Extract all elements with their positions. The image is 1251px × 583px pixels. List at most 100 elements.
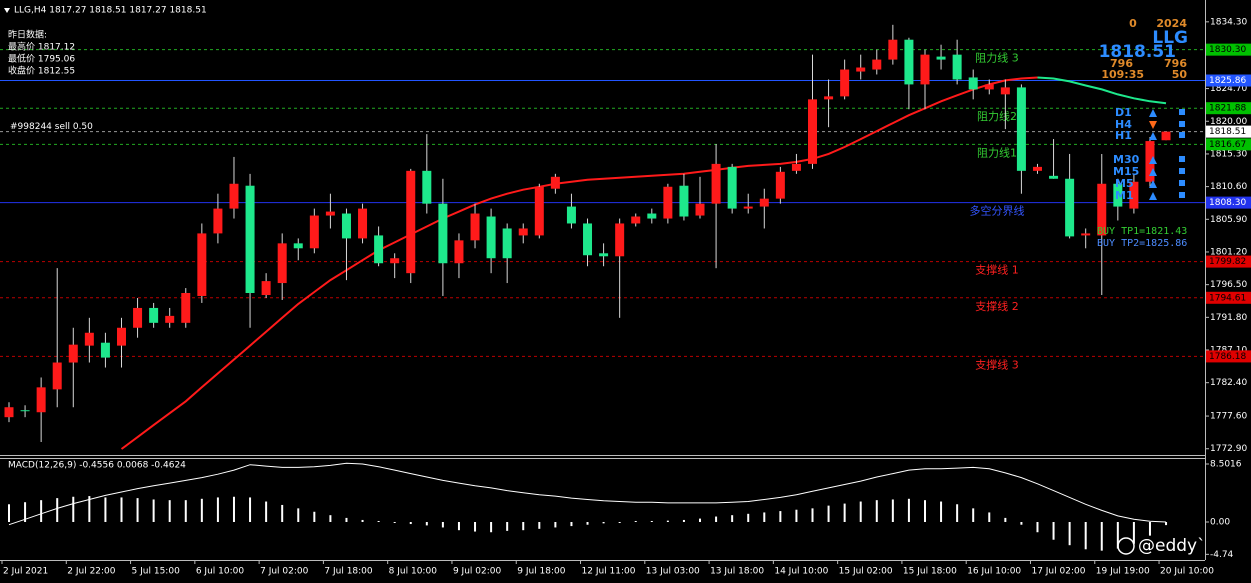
- x-tick-label: 13 Jul 18:00: [710, 567, 764, 577]
- x-tick-label: 9 Jul 02:00: [453, 567, 502, 577]
- tp-label: BUY TP1=1821.43: [1097, 226, 1187, 237]
- x-tick-label: 17 Jul 02:00: [1031, 567, 1085, 577]
- level-label: 阻力线 3: [975, 51, 1019, 65]
- ma-line: [120, 76, 1038, 450]
- candle-body: [390, 258, 400, 264]
- candle-body: [599, 253, 609, 257]
- candle-body: [775, 171, 785, 199]
- signal-icons: [1149, 109, 1185, 200]
- y-tick-label: 1782.40: [1210, 378, 1247, 388]
- y-tick-label: 1772.90: [1210, 444, 1247, 454]
- signal-label: M15: [1113, 165, 1139, 178]
- candle-body: [888, 39, 898, 60]
- prev-day-low: 最低价 1795.06: [8, 53, 75, 65]
- candle-body: [791, 163, 801, 171]
- candle-body: [116, 327, 126, 346]
- x-tick-label: 13 Jul 03:00: [646, 567, 700, 577]
- candle-body: [1145, 141, 1155, 182]
- candle-body: [679, 185, 689, 217]
- y-tick-label: 1791.80: [1210, 313, 1247, 323]
- square: [1179, 180, 1185, 186]
- price-box: [1206, 138, 1251, 151]
- up-arrow: [1149, 180, 1157, 188]
- y-tick-label: 8.5016: [1210, 459, 1242, 469]
- x-tick-label: 12 Jul 11:00: [582, 567, 636, 577]
- level-label: 多空分界线: [970, 204, 1025, 218]
- candle-body: [470, 213, 480, 241]
- info-text: 50: [1172, 68, 1188, 81]
- y-tick-label: 1801.20: [1210, 247, 1247, 257]
- prev-day-high: 最高价 1817.12: [8, 41, 75, 53]
- up-arrow: [1149, 132, 1157, 140]
- level-label: #998244 sell 0.50: [10, 122, 93, 132]
- candle-body: [277, 243, 287, 284]
- candle-body: [4, 407, 14, 418]
- candles: [4, 24, 1171, 442]
- candle-body: [293, 243, 303, 249]
- candle-body: [1049, 175, 1059, 179]
- candle-body: [1016, 87, 1026, 171]
- price-box: [1206, 350, 1251, 363]
- signal-label: H1: [1115, 129, 1132, 142]
- candle-body: [663, 186, 673, 219]
- x-tick-label: 2 Jul 2021: [3, 567, 48, 577]
- axes: 1834.30 1824.70 1820.00 1815.30 1810.60 1805.…: [1, 17, 1251, 577]
- candle-body: [502, 228, 512, 259]
- candle-body: [615, 223, 625, 257]
- up-arrow: [1149, 109, 1157, 117]
- x-tick-label: 7 Jul 18:00: [324, 567, 373, 577]
- price-box: [1206, 291, 1251, 304]
- candle-body: [1081, 233, 1091, 236]
- y-tick-label: 1824.70: [1210, 84, 1247, 94]
- candle-body: [936, 56, 946, 60]
- menu-arrow[interactable]: [4, 8, 10, 13]
- y-tick-label: 0.00: [1210, 517, 1230, 527]
- signal-line: [8, 462, 1167, 526]
- candle-body: [518, 228, 528, 236]
- info-text: 796: [1110, 57, 1133, 70]
- x-tick-label: 8 Jul 10:00: [389, 567, 438, 577]
- candle-body: [213, 208, 223, 234]
- macd-title: MACD(12,26,9) -0.4556 0.0068 -0.4624: [8, 461, 186, 471]
- info-text: 0: [1129, 17, 1137, 30]
- price-box-label: 1794.61: [1209, 293, 1246, 303]
- candle-body: [149, 307, 159, 323]
- candle-body: [36, 387, 46, 413]
- y-tick-label: 1815.30: [1210, 149, 1247, 159]
- candle-body: [534, 186, 544, 236]
- macd-panel: [8, 462, 1168, 551]
- y-tick-label: 1820.00: [1210, 117, 1247, 127]
- candle-body: [711, 163, 721, 204]
- candle-body: [1065, 178, 1075, 237]
- watermark: @eddy`: [1138, 536, 1206, 556]
- square: [1179, 121, 1185, 127]
- candle-body: [68, 344, 78, 363]
- prev-day-title: 昨日数据:: [8, 29, 47, 41]
- ma-line: [1037, 76, 1167, 105]
- y-tick-label: 1834.30: [1210, 17, 1247, 27]
- candle-body: [486, 216, 496, 259]
- candle-body: [261, 281, 271, 296]
- candle-body: [808, 99, 817, 164]
- level-label: 支撑线 1: [975, 263, 1019, 277]
- price-box: [1206, 43, 1251, 56]
- candle-body: [374, 235, 384, 264]
- candle-body: [1097, 183, 1107, 236]
- candle-body: [325, 211, 335, 216]
- candle-body: [245, 185, 255, 293]
- watermark-icon: [1117, 537, 1135, 555]
- level-label: 支撑线 2: [975, 299, 1019, 313]
- candle-body: [550, 176, 560, 189]
- candle-body: [133, 307, 143, 328]
- symbol-header: LLG,H4 1817.27 1818.51 1817.27 1818.51: [14, 6, 207, 16]
- candle-body: [229, 183, 239, 209]
- moving-average: [120, 76, 1167, 450]
- level-label: 阻力线1: [977, 145, 1017, 159]
- candle-body: [165, 315, 175, 323]
- candle-body: [100, 342, 110, 358]
- candle-body: [84, 332, 94, 346]
- tp-label: BUY TP2=1825.86: [1097, 238, 1187, 249]
- info-text: 2024: [1156, 17, 1187, 30]
